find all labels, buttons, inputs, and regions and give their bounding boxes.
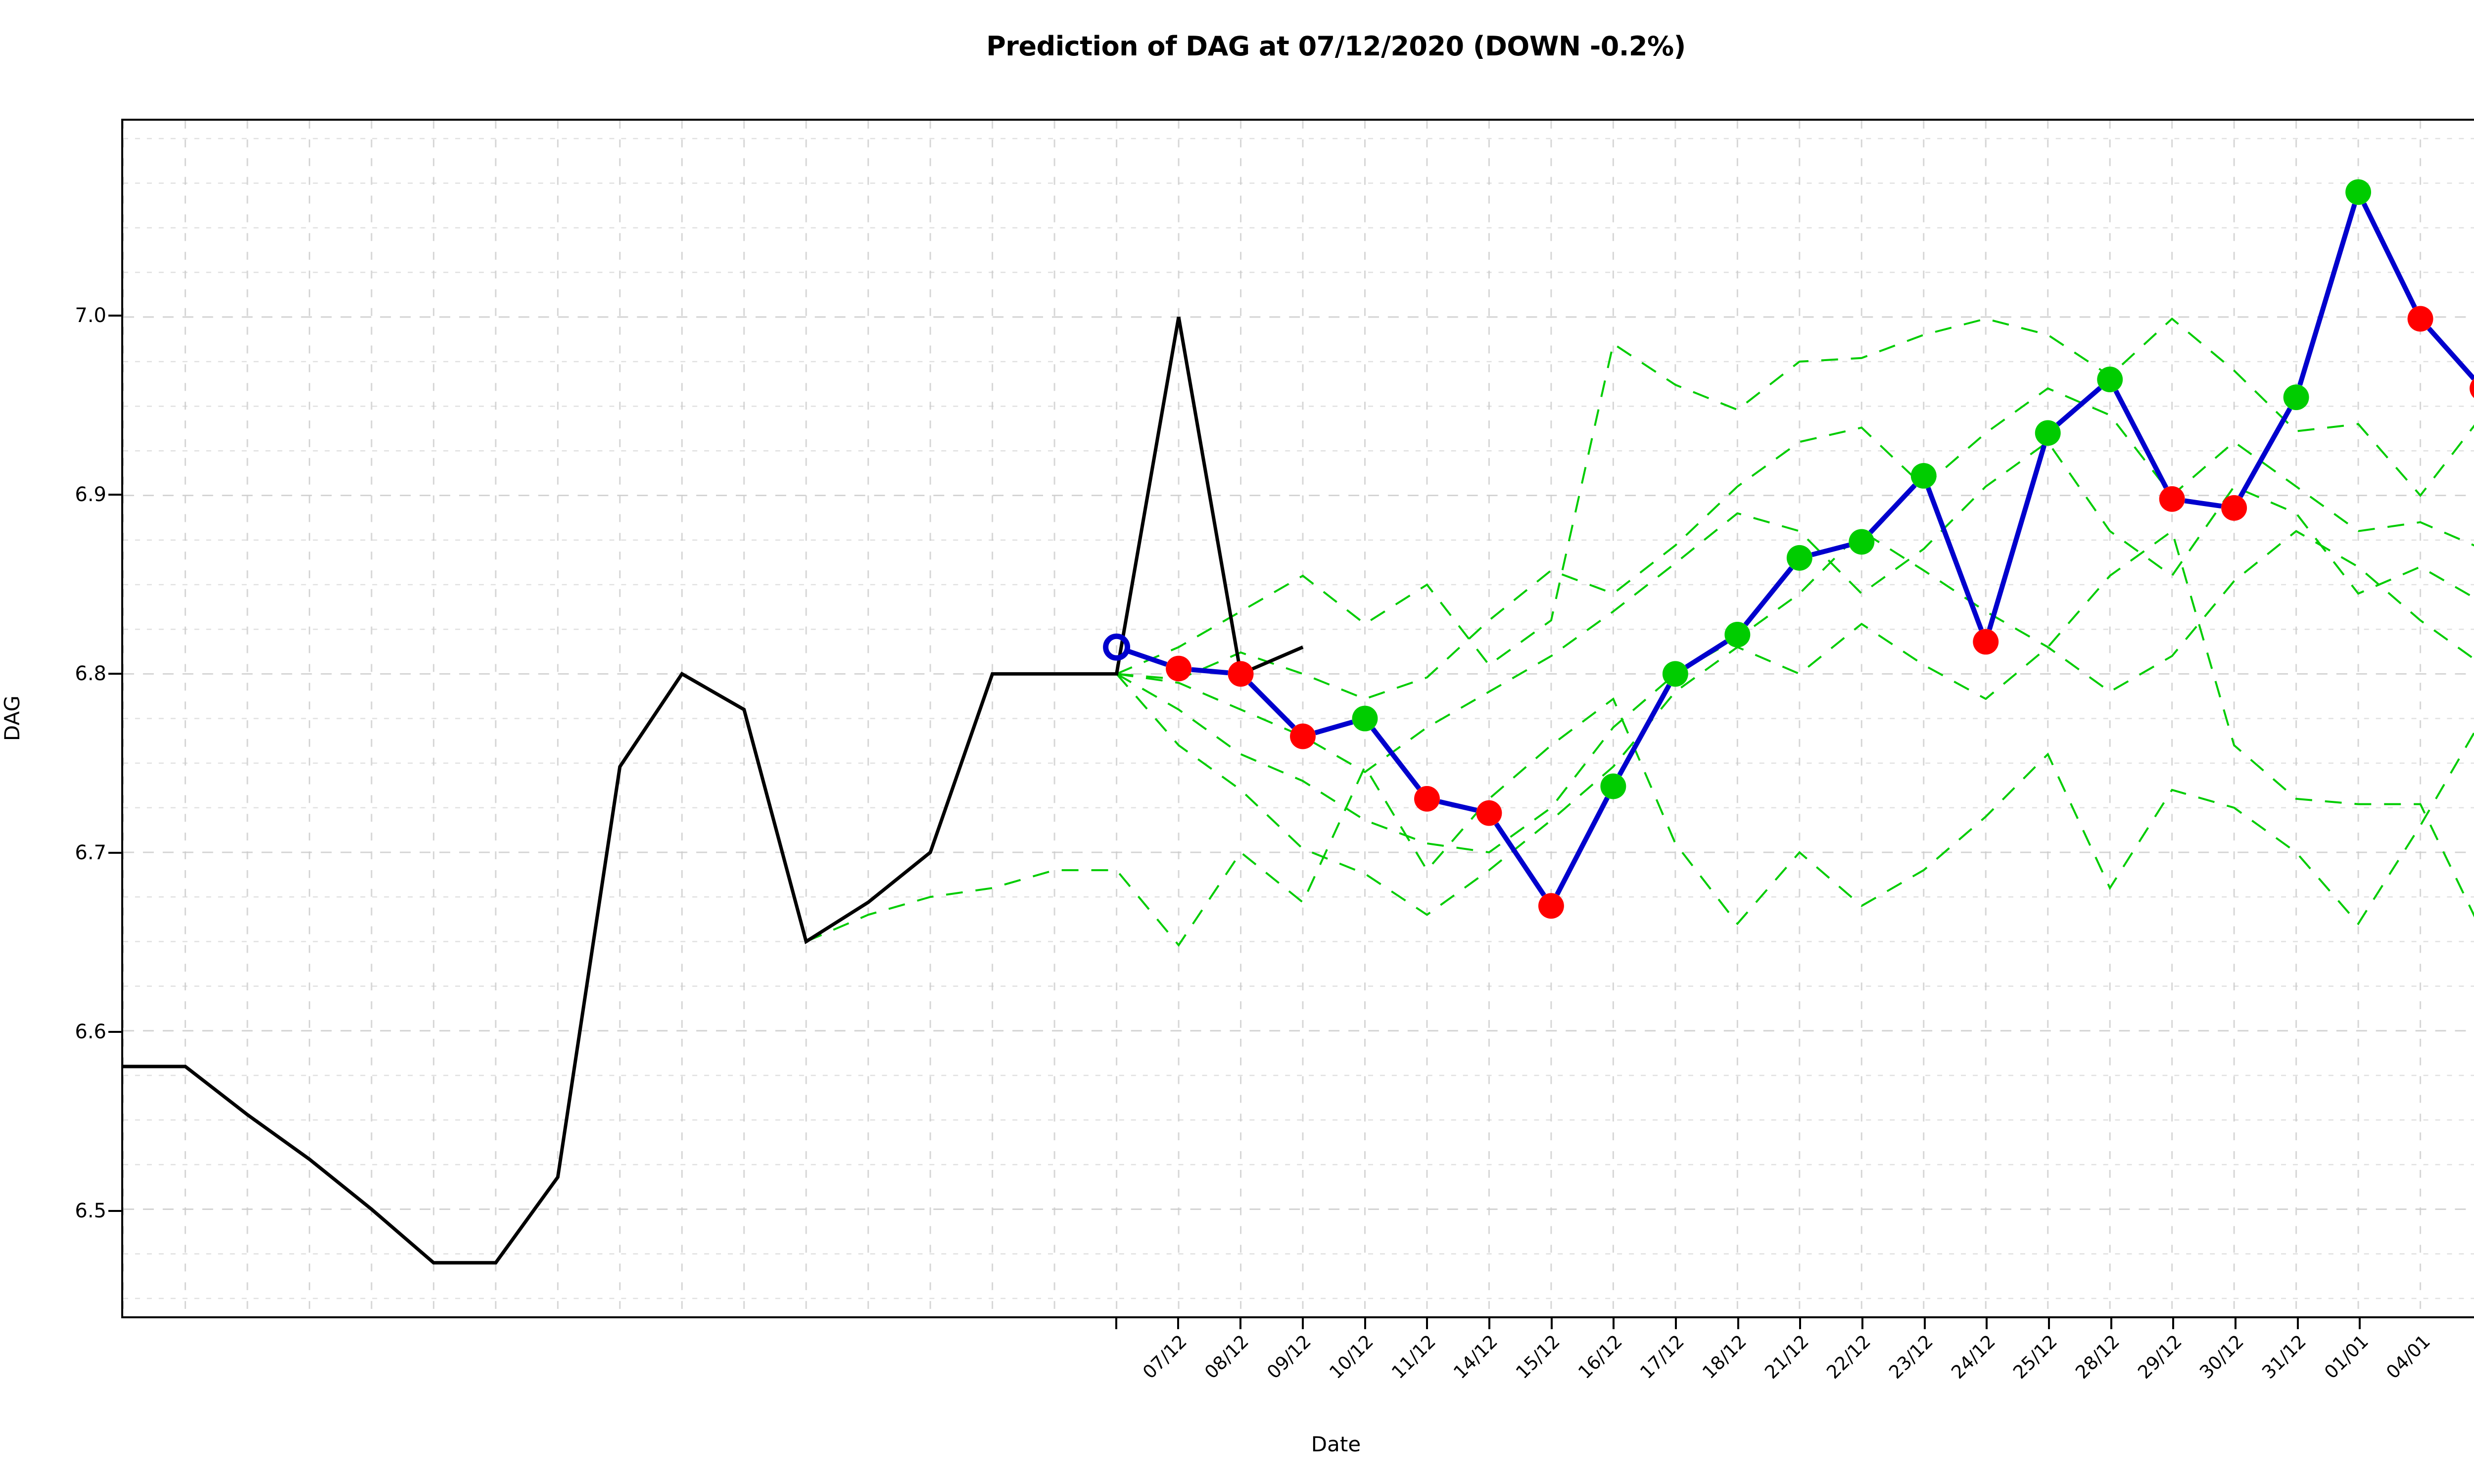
x-tick-marks <box>121 1318 2474 1332</box>
x-tick-label: 30/12 <box>2196 1331 2248 1383</box>
x-tick-label: 28/12 <box>2071 1331 2124 1383</box>
x-tick-label-text: 21/12 <box>1760 1331 1813 1383</box>
plot-svg <box>123 121 2474 1316</box>
x-tick-label-text: 17/12 <box>1636 1331 1689 1383</box>
x-tick-mark <box>1115 1318 1117 1329</box>
x-tick-label: 31/12 <box>2258 1331 2310 1383</box>
y-tick-label: 6.8 <box>75 662 106 685</box>
prediction-markers <box>1103 179 2474 919</box>
x-tick-label-text: 14/12 <box>1449 1331 1502 1383</box>
x-tick-mark <box>1923 1318 1926 1329</box>
x-tick-mark <box>1488 1318 1490 1329</box>
y-tick-label: 6.9 <box>75 483 106 507</box>
x-tick-label: 14/12 <box>1449 1331 1502 1383</box>
x-tick-label-text: 28/12 <box>2071 1331 2124 1383</box>
y-tick-mark <box>108 851 121 854</box>
x-tick-mark <box>1177 1318 1180 1329</box>
x-tick-mark <box>1364 1318 1366 1329</box>
x-tick-label-text: 16/12 <box>1573 1331 1626 1383</box>
prediction-line <box>1128 202 2474 897</box>
x-tick-mark <box>1550 1318 1553 1329</box>
x-tick-label-text: 31/12 <box>2258 1331 2310 1383</box>
x-tick-mark <box>2047 1318 2050 1329</box>
x-tick-mark <box>2110 1318 2112 1329</box>
x-axis-title: Date <box>1311 1432 1361 1456</box>
x-tick-label: 11/12 <box>1387 1331 1440 1383</box>
x-tick-mark <box>1737 1318 1739 1329</box>
x-tick-label-text: 29/12 <box>2133 1331 2186 1383</box>
x-tick-label: 18/12 <box>1698 1331 1751 1383</box>
x-tick-label: 15/12 <box>1512 1331 1564 1383</box>
x-tick-mark <box>1861 1318 1863 1329</box>
x-tick-label: 07/12 <box>1139 1331 1191 1383</box>
x-tick-label-text: 18/12 <box>1698 1331 1751 1383</box>
x-tick-label: 09/12 <box>1263 1331 1315 1383</box>
x-tick-label: 10/12 <box>1325 1331 1378 1383</box>
y-tick-mark <box>108 1030 121 1033</box>
x-tick-label-text: 07/12 <box>1139 1331 1191 1383</box>
x-tick-label-text: 09/12 <box>1263 1331 1316 1383</box>
gridlines <box>123 121 2474 1316</box>
x-tick-label: 24/12 <box>1947 1331 1999 1383</box>
history-line <box>123 317 1304 1265</box>
x-tick-label-text: 04/01 <box>2382 1331 2435 1383</box>
x-tick-label-text: 30/12 <box>2195 1331 2248 1383</box>
y-tick-labels: 6.5 6.6 6.7 6.8 6.9 7.0 <box>0 119 106 1318</box>
x-tick-label: 17/12 <box>1636 1331 1688 1383</box>
x-tick-label-text: 25/12 <box>2009 1331 2062 1383</box>
x-tick-mark <box>2296 1318 2299 1329</box>
x-tick-label-text: 11/12 <box>1387 1331 1440 1383</box>
y-tick-label: 6.5 <box>75 1199 106 1222</box>
x-tick-label-text: 01/01 <box>2320 1331 2373 1383</box>
y-tick-label: 7.0 <box>75 304 106 327</box>
y-tick-mark <box>108 494 121 496</box>
x-tick-mark <box>1986 1318 1988 1329</box>
x-tick-label: 23/12 <box>1885 1331 1937 1383</box>
x-tick-mark <box>1426 1318 1428 1329</box>
simulation-paths <box>806 317 2474 947</box>
plot-area <box>121 119 2474 1318</box>
y-tick-label: 6.7 <box>75 841 106 864</box>
x-tick-label: 22/12 <box>1822 1331 1875 1383</box>
x-tick-label-text: 15/12 <box>1512 1331 1564 1383</box>
x-tick-label-text: 24/12 <box>1947 1331 1999 1383</box>
x-tick-label-text: 23/12 <box>1885 1331 1937 1383</box>
x-tick-mark <box>1799 1318 1802 1329</box>
x-tick-label: 21/12 <box>1760 1331 1813 1383</box>
x-tick-label: 16/12 <box>1574 1331 1626 1383</box>
x-tick-label: 08/12 <box>1201 1331 1253 1383</box>
x-tick-mark <box>2172 1318 2175 1329</box>
y-tick-mark <box>108 673 121 675</box>
x-tick-label: 25/12 <box>2009 1331 2061 1383</box>
x-tick-mark <box>2359 1318 2361 1329</box>
y-tick-marks <box>0 119 121 1318</box>
chart-title: Prediction of DAG at 07/12/2020 (DOWN -0… <box>986 31 1686 62</box>
y-tick-mark <box>108 1209 121 1212</box>
x-tick-mark <box>2234 1318 2236 1329</box>
y-tick-label: 6.6 <box>75 1020 106 1043</box>
x-tick-mark <box>1674 1318 1677 1329</box>
y-tick-mark <box>108 315 121 317</box>
x-tick-label: 01/01 <box>2320 1331 2373 1383</box>
x-tick-label-text: 22/12 <box>1822 1331 1875 1383</box>
x-tick-mark <box>1613 1318 1615 1329</box>
x-tick-label: 29/12 <box>2134 1331 2186 1383</box>
x-tick-label-text: 10/12 <box>1325 1331 1378 1383</box>
x-tick-labels: 07/12 08/12 09/12 10/12 11/12 14/12 15/12 16/12… <box>121 1331 2474 1425</box>
x-tick-label: 04/01 <box>2382 1331 2435 1383</box>
x-tick-mark <box>1301 1318 1304 1329</box>
x-tick-label-text: 08/12 <box>1200 1331 1253 1383</box>
x-tick-mark <box>1239 1318 1242 1329</box>
